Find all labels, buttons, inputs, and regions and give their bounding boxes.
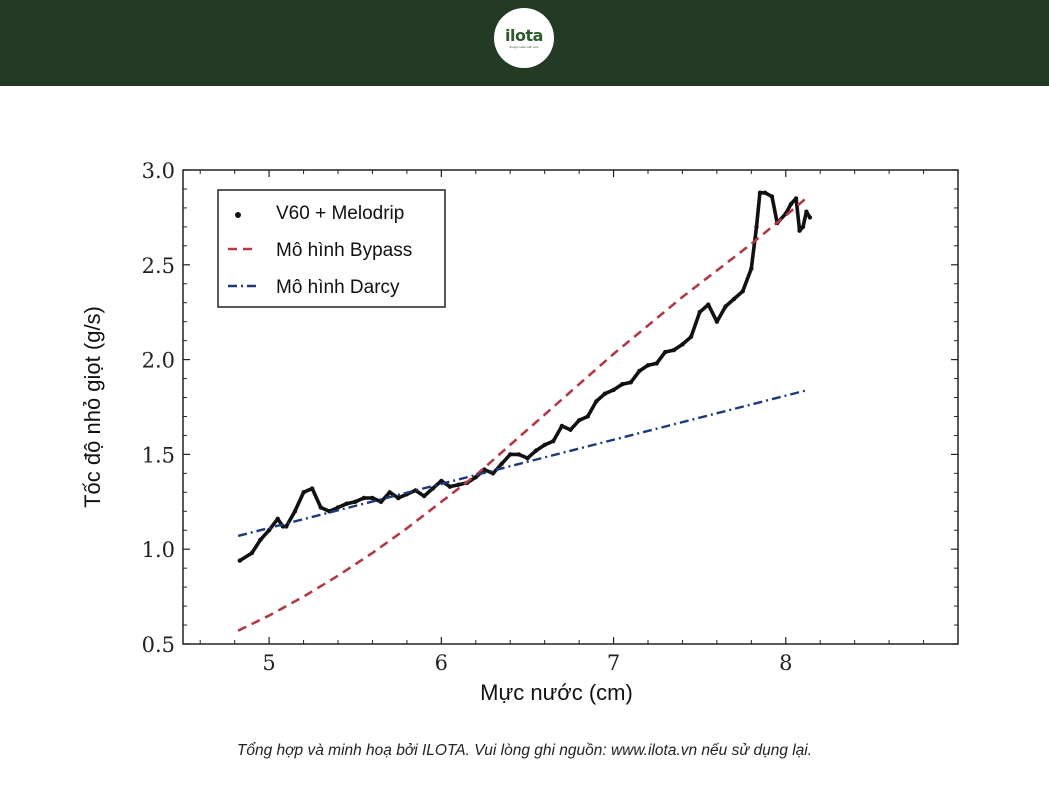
measured-point (619, 382, 625, 387)
measured-point (663, 349, 668, 355)
measured-point (757, 190, 763, 195)
measured-point (740, 289, 745, 294)
measured-point (249, 550, 255, 556)
measured-point (335, 505, 341, 510)
measured-point (754, 224, 759, 230)
measured-point (793, 196, 799, 201)
measured-point (769, 194, 775, 199)
measured-point (387, 490, 392, 495)
measured-point (788, 201, 794, 207)
measured-point (654, 361, 659, 366)
measured-point (731, 296, 737, 302)
measured-point (499, 461, 504, 467)
measured-point (482, 467, 487, 472)
measured-point (800, 224, 806, 230)
y-axis-label: Tốc độ nhỏ giọt (g/s) (80, 306, 105, 508)
measured-point (645, 363, 651, 368)
measured-point (628, 380, 633, 385)
measured-point (807, 215, 813, 220)
measured-point (697, 310, 702, 315)
measured-point (762, 190, 768, 195)
legend-box (217, 189, 446, 308)
measured-point (292, 509, 298, 514)
y-tick-label-4: 2.5 (142, 254, 175, 278)
y-tick-label-2: 1.5 (142, 443, 175, 467)
measured-point (576, 418, 582, 423)
measured-point (525, 455, 530, 461)
measured-point (490, 471, 496, 476)
measured-point (266, 528, 272, 533)
plot-frame (182, 169, 959, 645)
logo-text: ilota (505, 25, 543, 45)
measured-point (430, 486, 435, 491)
legend-marker-measured (235, 212, 241, 218)
y-tick-label-3: 2.0 (142, 349, 175, 373)
darcy-model-line (237, 388, 809, 538)
y-tick-label-1: 1.0 (142, 538, 175, 562)
x-axis-label: Mực nước (cm) (480, 680, 633, 705)
measured-point (671, 347, 677, 353)
credit-note: Tổng hợp và minh hoạ bởi ILOTA. Vui lòng… (236, 742, 813, 759)
measured-point (309, 486, 315, 491)
x-tick-label-1: 6 (435, 651, 448, 675)
measured-point (284, 524, 289, 529)
drip-rate-chart: 5 6 7 8 0.5 1.0 1.5 2.0 2.5 3.0 Mực nước (cm) Tốc đ… (80, 159, 959, 705)
measured-point (439, 478, 444, 484)
measured-point (344, 501, 349, 506)
measured-point (602, 391, 608, 396)
measured-point (611, 387, 616, 393)
measured-point (353, 499, 358, 504)
ilota-logo[interactable]: ilota things made with love (494, 8, 554, 68)
measured-point (447, 484, 453, 489)
measured-point (688, 334, 694, 340)
x-tick-label-3: 8 (779, 651, 792, 675)
bypass-model-line (237, 195, 810, 632)
measured-point (516, 452, 522, 457)
y-tick-label-5: 3.0 (142, 159, 175, 183)
measured-point (421, 493, 427, 499)
measured-point (594, 399, 599, 404)
logo-tagline: things made with love (509, 44, 539, 49)
measured-point (237, 558, 243, 563)
legend-label-2: Mô hình Darcy (276, 277, 400, 298)
y-tick-label-0: 0.5 (142, 633, 175, 657)
measured-point (318, 505, 323, 510)
measured-point (396, 495, 401, 501)
header-bar: ilota things made with love (0, 0, 1049, 86)
measured-point (797, 228, 802, 233)
measured-point (749, 266, 754, 271)
measured-point (714, 319, 720, 324)
legend-label-1: Mô hình Bypass (276, 240, 412, 261)
measured-point (258, 537, 263, 542)
measured-point (551, 438, 556, 444)
x-tick-label-2: 7 (607, 651, 620, 675)
measured-point (361, 495, 367, 501)
measured-point (542, 442, 547, 448)
measured-point (370, 495, 375, 501)
measured-point (637, 368, 642, 374)
measured-point (533, 448, 539, 453)
x-tick-label-0: 5 (262, 651, 275, 675)
measured-point (301, 490, 306, 495)
measured-point (559, 423, 565, 429)
measured-point (680, 342, 685, 347)
measured-point (723, 304, 728, 309)
measured-point (508, 452, 513, 457)
legend-label-0: V60 + Melodrip (276, 203, 404, 224)
measured-point (568, 427, 573, 432)
measured-point (585, 414, 590, 419)
measured-point (456, 482, 461, 487)
measured-point (706, 302, 711, 307)
measured-point (275, 516, 280, 522)
measured-point (804, 209, 809, 214)
